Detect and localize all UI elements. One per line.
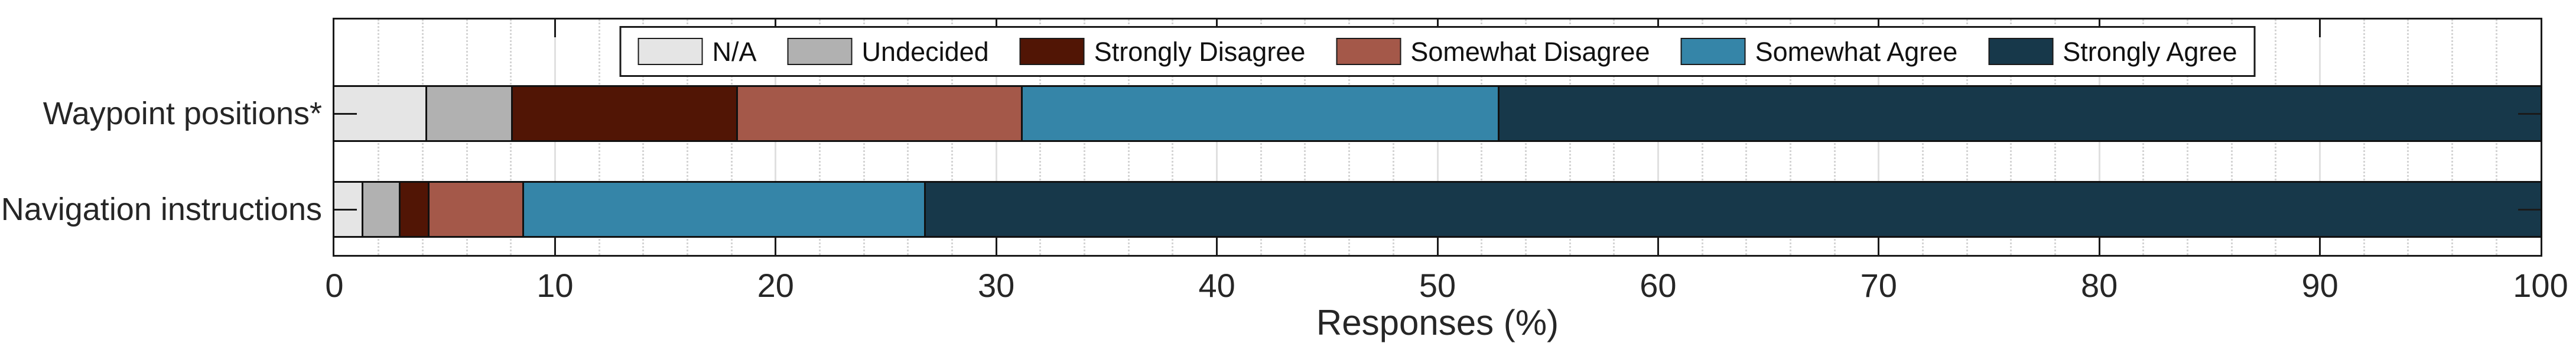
- legend: N/A Undecided Strongly Disagree Somewhat Di…: [619, 26, 2256, 77]
- x-tick-mark: [1436, 237, 1439, 255]
- x-tick-label: 70: [1860, 267, 1897, 304]
- x-tick-mark: [554, 237, 556, 255]
- x-tick-mark: [2319, 237, 2321, 255]
- bar-segment-somewhat-agree: [1022, 87, 1500, 140]
- x-tick-mark: [2098, 237, 2100, 255]
- x-tick-mark: [1657, 237, 1659, 255]
- x-tick-label: 30: [978, 267, 1015, 304]
- x-tick-label: 40: [1198, 267, 1235, 304]
- legend-swatch-strongly-disagree: [1019, 38, 1085, 65]
- legend-swatch-n-a: [638, 38, 703, 65]
- x-tick-label: 100: [2513, 267, 2568, 304]
- legend-label-strongly-disagree: Strongly Disagree: [1094, 36, 1306, 67]
- x-tick-label: 60: [1640, 267, 1677, 304]
- legend-swatch-undecided: [787, 38, 853, 65]
- bar-row-navigation-instructions: [333, 181, 2542, 238]
- legend-item-undecided: Undecided: [787, 36, 989, 67]
- x-tick-mark: [1216, 237, 1218, 255]
- y-axis-category-label-waypoint-positions: Waypoint positions*: [43, 96, 322, 131]
- bar-segment-undecided: [427, 87, 513, 140]
- legend-swatch-somewhat-disagree: [1336, 38, 1401, 65]
- x-tick-mark: [995, 237, 997, 255]
- bar-segment-somewhat-agree: [524, 183, 926, 236]
- x-axis-label: Responses (%): [1316, 303, 1559, 342]
- legend-label-somewhat-disagree: Somewhat Disagree: [1410, 36, 1650, 67]
- x-tick-label: 10: [536, 267, 574, 304]
- y-axis-category-label-navigation-instructions: Navigation instructions: [1, 192, 322, 227]
- bar-segment-undecided: [363, 183, 401, 236]
- y-tick-mark: [334, 112, 357, 115]
- x-tick-label: 90: [2301, 267, 2338, 304]
- legend-item-strongly-disagree: Strongly Disagree: [1019, 36, 1306, 67]
- x-tick-label: 80: [2081, 267, 2118, 304]
- x-tick-label: 20: [757, 267, 794, 304]
- y-tick-mark: [334, 208, 357, 211]
- x-tick-label: 0: [325, 267, 344, 304]
- bar-segment-strongly-agree: [1499, 87, 2541, 140]
- x-tick-mark-top: [554, 20, 556, 37]
- y-tick-mark-right: [2518, 208, 2541, 211]
- legend-label-n-a: N/A: [712, 36, 757, 67]
- bar-segment-strongly-disagree: [513, 87, 739, 140]
- bar-segment-somewhat-disagree: [429, 183, 525, 236]
- bar-segment-somewhat-disagree: [738, 87, 1023, 140]
- x-tick-label: 50: [1419, 267, 1456, 304]
- x-tick-mark: [775, 237, 777, 255]
- legend-item-strongly-agree: Strongly Agree: [1988, 38, 2237, 65]
- legend-item-somewhat-agree: Somewhat Agree: [1680, 36, 1958, 67]
- bar-segment-strongly-agree: [925, 183, 2541, 236]
- legend-item-n-a: N/A: [638, 38, 757, 65]
- x-tick-mark-top: [2319, 20, 2321, 37]
- legend-swatch-strongly-agree: [1988, 38, 2054, 65]
- y-tick-mark-right: [2518, 112, 2541, 115]
- legend-swatch-somewhat-agree: [1680, 38, 1746, 65]
- legend-label-somewhat-agree: Somewhat Agree: [1755, 36, 1958, 67]
- bar-segment-strongly-disagree: [401, 183, 430, 236]
- legend-label-undecided: Undecided: [861, 36, 989, 67]
- legend-label-strongly-agree: Strongly Agree: [2063, 36, 2237, 67]
- x-tick-mark: [1878, 237, 1880, 255]
- bar-row-waypoint-positions: [333, 85, 2542, 142]
- legend-item-somewhat-disagree: Somewhat Disagree: [1336, 38, 1650, 65]
